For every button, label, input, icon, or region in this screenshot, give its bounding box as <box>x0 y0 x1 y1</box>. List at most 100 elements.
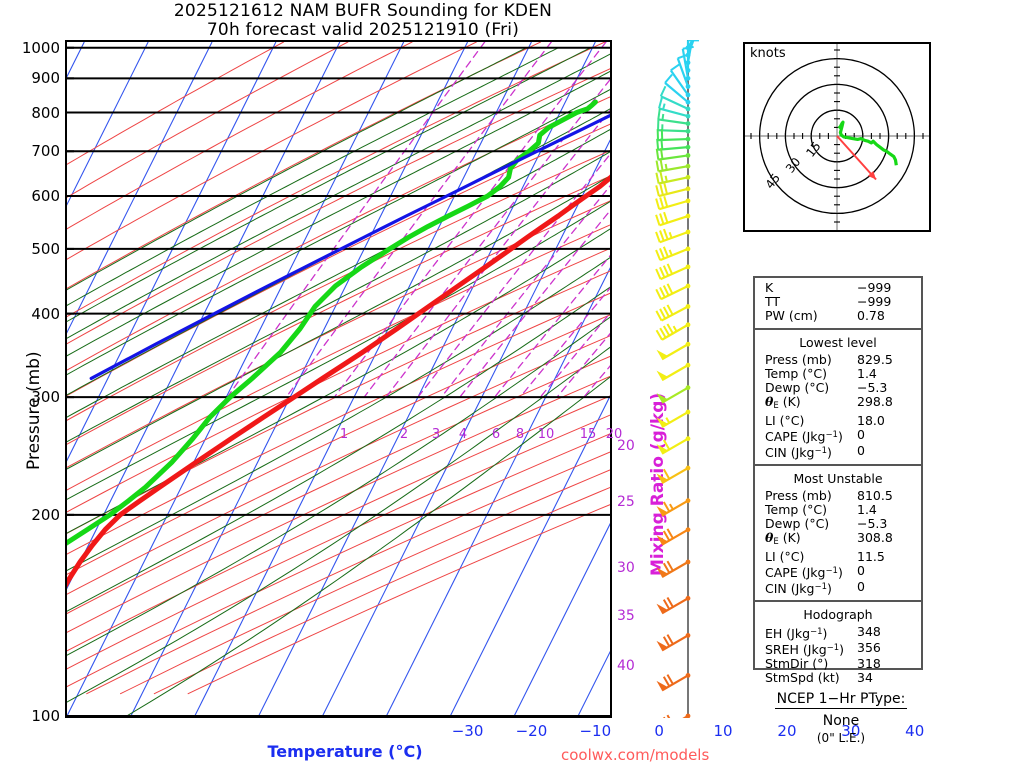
moist-adiabat-line <box>67 151 610 443</box>
wind-barb <box>664 73 691 105</box>
section-title: Hodograph <box>803 606 873 622</box>
hodograph-trace <box>837 120 898 166</box>
index-row: CIN (Jkg−1) 0 <box>755 578 921 596</box>
index-row: Temp (°C) 1.4 <box>755 502 921 517</box>
index-key: EH (Jkg−1) <box>765 625 828 641</box>
hodograph-units-label: knots <box>750 46 786 61</box>
index-key: Press (mb) <box>765 351 832 367</box>
wind-barb <box>656 673 691 692</box>
index-value: 356 <box>857 639 881 655</box>
index-row: Temp (°C) 1.4 <box>755 365 921 381</box>
index-value: 308.8 <box>857 530 893 546</box>
wind-barb <box>655 211 691 227</box>
index-key: Dewp (°C) <box>765 380 830 396</box>
index-row: CAPE (Jkg−1) 0 <box>755 427 921 444</box>
dry-adiabat-line <box>67 42 413 230</box>
moist-adiabat-line <box>67 257 610 571</box>
pressure-tick-label: 100 <box>31 707 60 725</box>
dry-adiabat-line <box>67 68 610 345</box>
mixing-ratio-line <box>440 184 610 398</box>
lowest-level-section: Lowest level Press (mb) 829.5 Temp (°C) 1.4 D… <box>755 327 921 464</box>
index-row: θE (K) 298.8 <box>755 394 921 413</box>
index-row: Press (mb) 810.5 <box>755 487 921 503</box>
dry-adiabat-line <box>67 96 610 371</box>
wind-barb <box>655 147 691 161</box>
index-value: 1.4 <box>857 365 877 381</box>
dry-adiabat-line <box>67 335 610 595</box>
mixing-ratio-line <box>539 312 610 398</box>
mixing-ratio-tick-label: 35 <box>617 608 635 624</box>
index-key: K <box>765 280 774 295</box>
skewt-plot-area <box>67 42 610 716</box>
index-key: θE (K) <box>765 530 801 548</box>
wind-barb <box>655 228 691 244</box>
storm-motion-arrow <box>836 135 877 181</box>
pressure-tick-label: 500 <box>31 239 60 258</box>
index-row: SREH (Jkg−1) 356 <box>755 639 921 657</box>
dry-adiabat-line <box>67 175 610 445</box>
indices-top-section: K −999 TT −999 PW (cm) 0.78 <box>755 278 921 328</box>
isotherm-line <box>513 522 610 716</box>
index-row: CAPE (Jkg−1) 0 <box>755 563 921 580</box>
index-value: 34 <box>857 670 873 686</box>
mixing-ratio-line <box>417 153 610 398</box>
mixing-ratio-inline-label: 3 <box>431 427 441 442</box>
dry-adiabat-line <box>67 314 610 575</box>
index-row: EH (Jkg−1) 348 <box>755 624 921 641</box>
index-key: PW (cm) <box>765 308 818 324</box>
moist-adiabat-line <box>67 175 610 470</box>
isotherm-line <box>258 42 596 716</box>
index-row: K −999 <box>755 280 921 295</box>
pressure-tick-label: 400 <box>31 304 60 323</box>
pressure-axis-title: Pressure (mb) <box>24 351 44 470</box>
index-value: 810.5 <box>857 487 893 503</box>
mixing-ratio-inline-label: 10 <box>537 427 555 442</box>
dry-adiabat-line <box>67 123 610 397</box>
dry-adiabat-line <box>67 42 349 198</box>
moist-adiabat-line <box>67 89 610 376</box>
index-value: 11.5 <box>857 548 885 564</box>
section-title: Most Unstable <box>793 470 883 486</box>
wind-barb <box>656 341 691 361</box>
wind-barb <box>657 108 691 126</box>
mixing-ratio-inline-label: 15 <box>579 427 597 442</box>
temperature-tick-label: −10 <box>579 722 612 740</box>
temperature-axis-title: Temperature (°C) <box>267 742 423 761</box>
temperature-trace <box>67 174 610 588</box>
wind-barb <box>656 713 691 732</box>
index-row: StmSpd (kt) 34 <box>755 670 921 686</box>
mixing-ratio-inline-label: 4 <box>458 427 468 442</box>
moist-adiabat-line <box>67 346 610 703</box>
index-value: 18.0 <box>857 412 885 428</box>
index-value: 0 <box>857 578 865 594</box>
temperature-tick-label: 20 <box>777 722 797 740</box>
index-value: 298.8 <box>857 394 893 410</box>
isotherm-line <box>194 42 532 716</box>
dry-adiabat-line <box>67 375 610 633</box>
wind-barb <box>655 283 691 301</box>
dry-adiabat-line <box>187 504 610 695</box>
index-value: 0 <box>857 442 865 458</box>
wind-barb <box>655 304 691 322</box>
index-key: θE (K) <box>765 394 801 412</box>
mixing-ratio-inline-label: 8 <box>515 427 525 442</box>
pressure-tick-label: 1000 <box>21 38 60 57</box>
mixing-ratio-line <box>519 287 610 398</box>
ptype-header: NCEP 1−Hr PType: <box>774 691 908 709</box>
moist-adiabat-line <box>67 316 610 656</box>
index-row: TT −999 <box>755 295 921 309</box>
dry-adiabat-line <box>86 451 610 695</box>
isotherm-line <box>385 267 610 716</box>
mixing-ratio-inline-label: 2 <box>399 427 409 442</box>
wind-barb <box>655 246 691 262</box>
mixing-ratio-line <box>459 209 610 398</box>
isotherm-line <box>67 42 213 334</box>
index-row: Dewp (°C) −5.3 <box>755 516 921 531</box>
temperature-tick-label: 0 <box>654 722 664 740</box>
index-key: TT <box>765 294 781 310</box>
wind-barb <box>655 159 691 173</box>
hodograph-panel: 15 30 45 <box>743 42 931 232</box>
ptype-liquid-equivalent: (0" L.E.) <box>816 731 866 745</box>
index-key: Press (mb) <box>765 487 832 503</box>
